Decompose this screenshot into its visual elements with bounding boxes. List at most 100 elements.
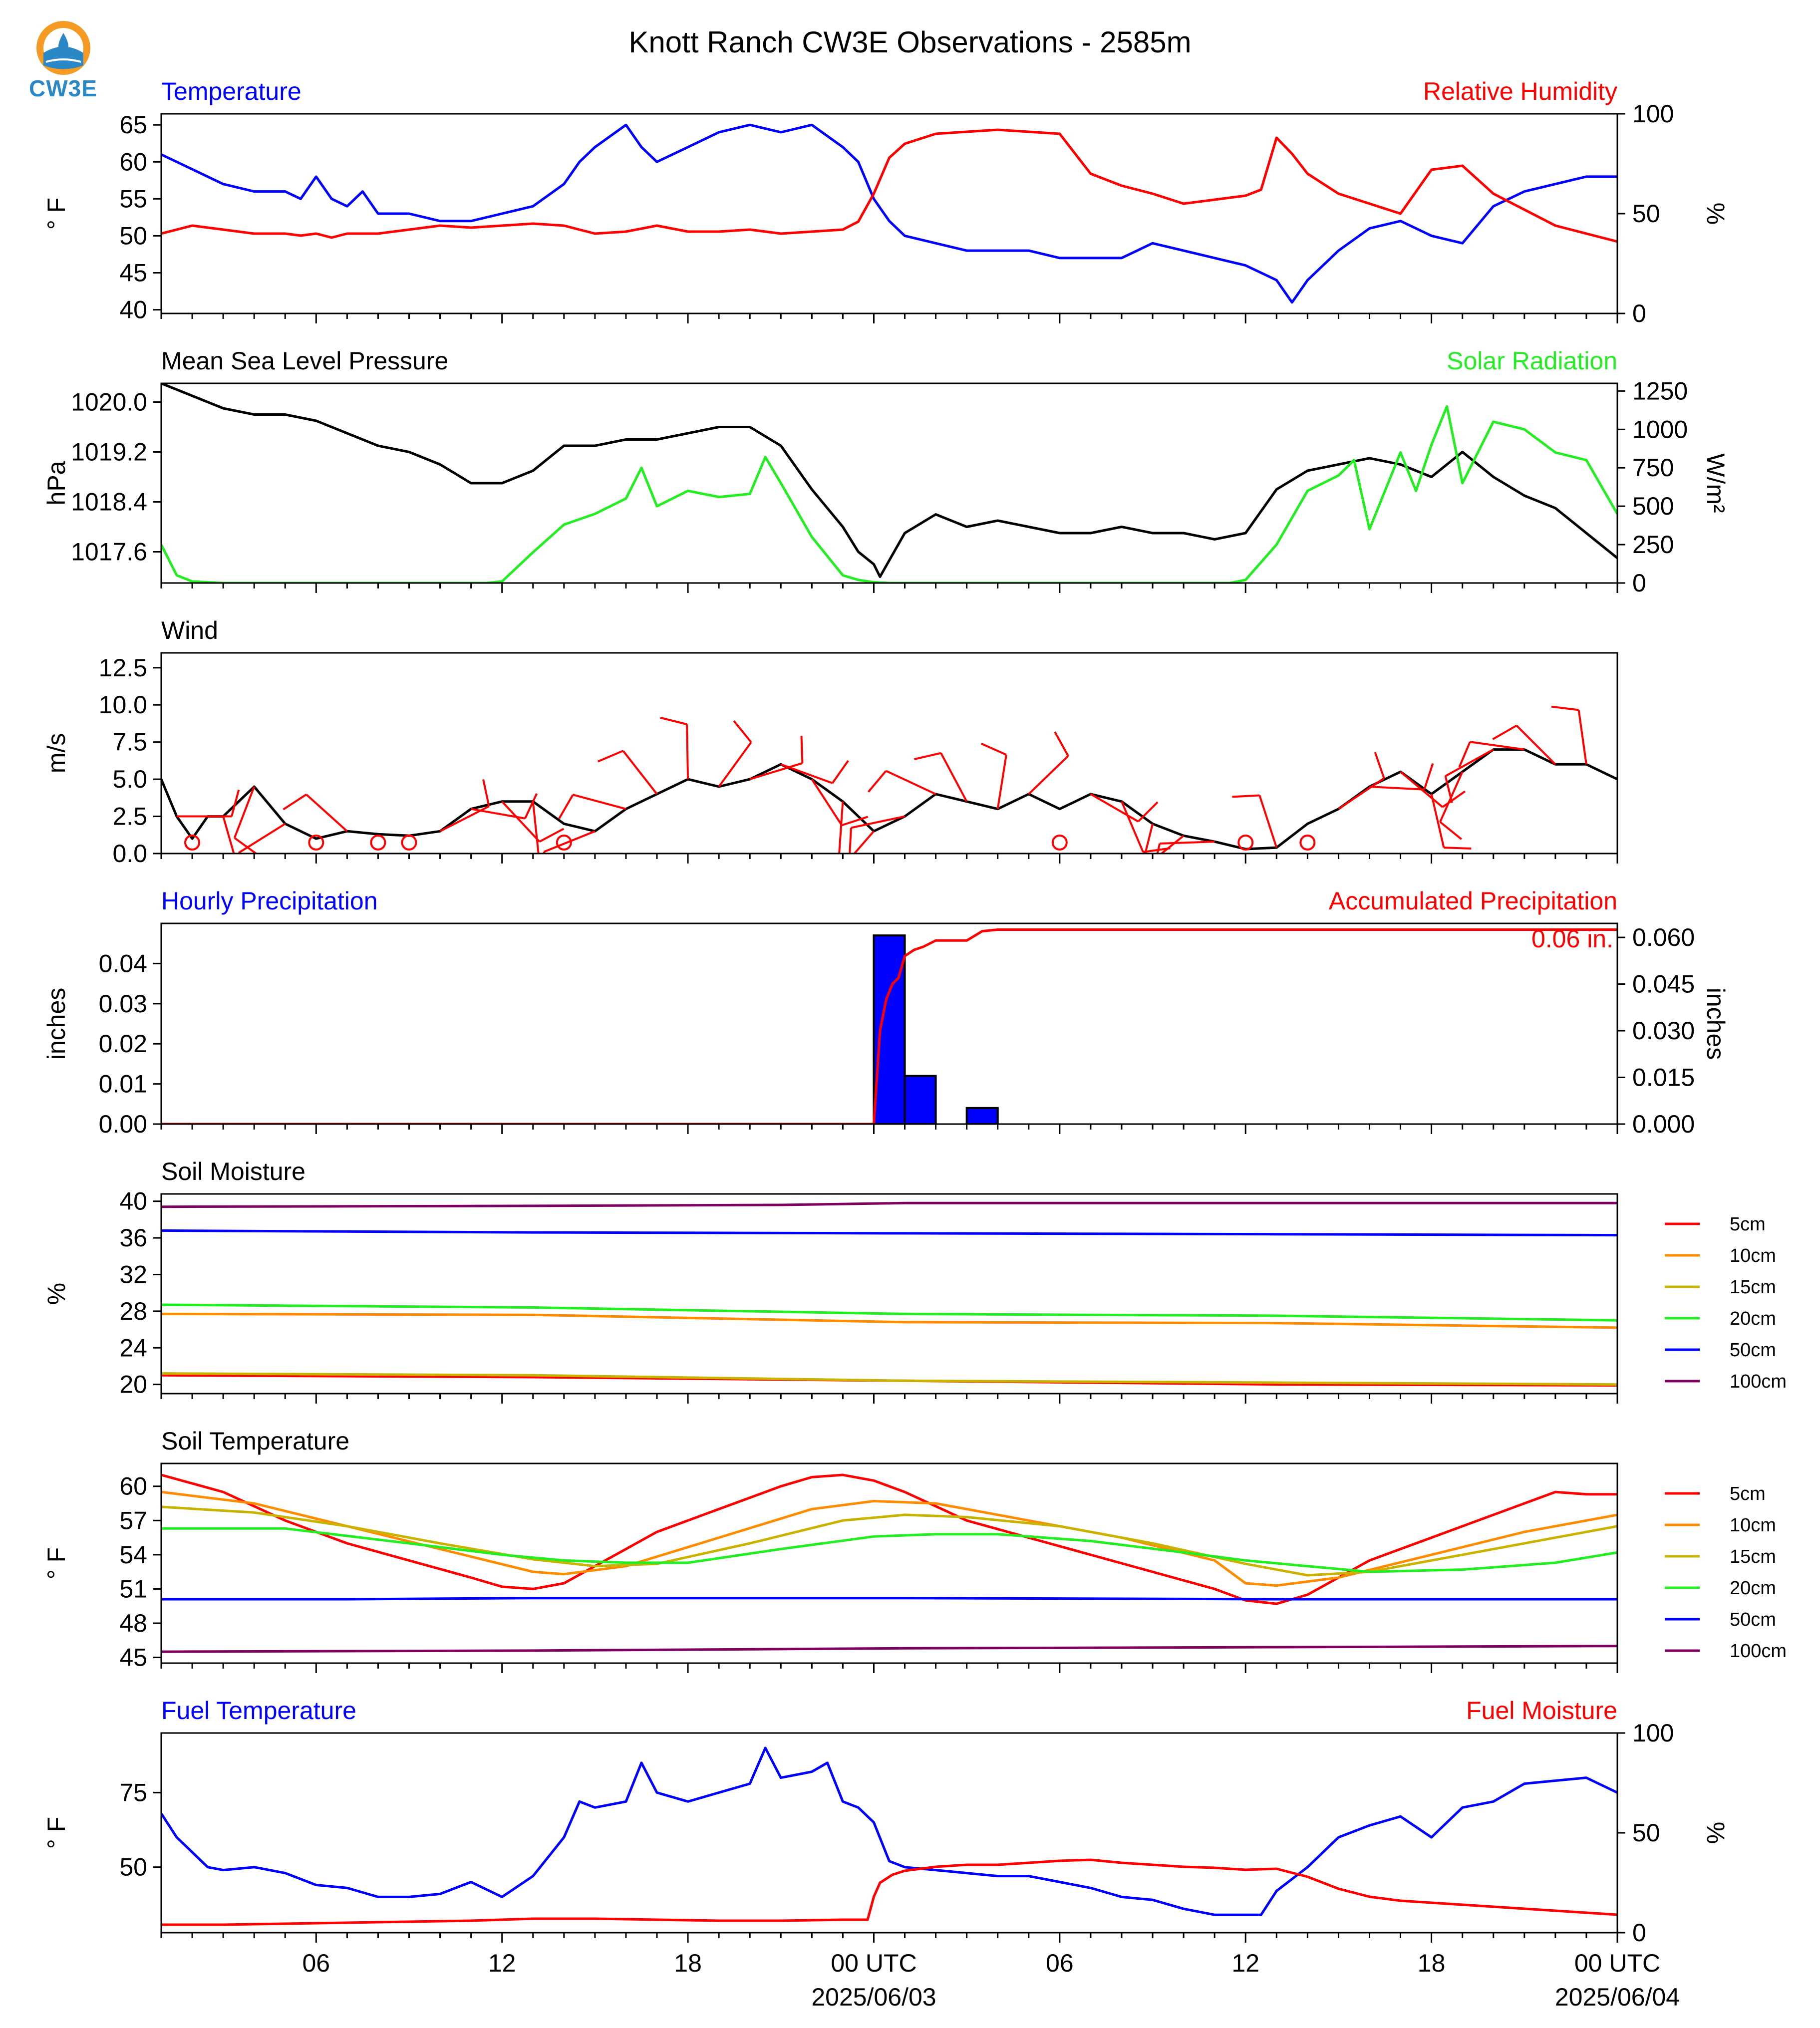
wind-barb-flag xyxy=(559,795,573,819)
y2-axis-label-precip: inches xyxy=(1702,988,1730,1060)
y2-tick-label: 500 xyxy=(1632,492,1674,520)
y-tick-label: 36 xyxy=(119,1224,147,1252)
observations-chart: Knott Ranch CW3E Observations - 2585m Te… xyxy=(0,0,1820,2028)
calm-ring xyxy=(1238,836,1252,850)
series-fuel-temperature xyxy=(161,1748,1617,1915)
panel-soil_temperature: Soil Temperature° F454851545760 5cm10cm15… xyxy=(42,1427,1787,1673)
wind-barb-flag xyxy=(660,718,687,724)
data-soil_temperature xyxy=(161,1475,1617,1652)
precip-bar xyxy=(874,935,905,1124)
wind-barb-staff xyxy=(1259,795,1276,848)
wind-barb-flag xyxy=(1443,791,1465,807)
panel-title-fuel: Fuel Temperature xyxy=(161,1697,356,1725)
y2-tick-label: 0.045 xyxy=(1632,970,1695,998)
y-tick-label: 40 xyxy=(119,296,147,324)
panel-wind: Wind m/s 0.0 2.5 5.0 7.5 10.0 12.5 xyxy=(42,616,1617,895)
wind-barb-staff xyxy=(533,802,539,856)
panel-title-pressure: Mean Sea Level Pressure xyxy=(161,347,448,375)
y-tick-label: 7.5 xyxy=(112,728,147,756)
wind-barb-flag xyxy=(483,780,489,807)
y-axis-label-fuel: ° F xyxy=(42,1817,70,1849)
legend-label: 50cm xyxy=(1730,1609,1776,1630)
legend-label: 5cm xyxy=(1730,1483,1766,1504)
wind-barb-flag xyxy=(850,828,851,855)
panel-title-soil_moisture: Soil Moisture xyxy=(161,1158,305,1185)
x-tick-label: 06 xyxy=(1046,1949,1074,1977)
series-15cm xyxy=(161,1374,1617,1385)
wind-barb-flag xyxy=(284,795,306,810)
y2-axis-label-temperature: % xyxy=(1702,203,1730,225)
wind-barb-flag xyxy=(1424,763,1433,789)
series-mean-sea-level-pressure xyxy=(161,383,1617,577)
panel-right-title-fuel: Fuel Moisture xyxy=(1466,1697,1617,1725)
legend-label: 20cm xyxy=(1730,1578,1776,1599)
y-tick-label: 2.5 xyxy=(112,803,147,831)
wind-barb-staff xyxy=(886,771,936,794)
y-axis-label-soil_temperature: ° F xyxy=(42,1547,70,1579)
panel-frame xyxy=(161,1733,1617,1933)
x-tick-label: 18 xyxy=(1418,1949,1446,1977)
wind-barb-staff xyxy=(306,795,347,832)
panel-right-title-temperature: Relative Humidity xyxy=(1423,77,1617,105)
y-tick-label: 20 xyxy=(119,1371,147,1399)
panel-frame xyxy=(161,383,1617,583)
series-fuel-moisture xyxy=(161,1860,1617,1925)
series-100cm xyxy=(161,1203,1617,1206)
data-fuel xyxy=(161,1748,1617,1925)
wind-barb-staff xyxy=(781,764,832,783)
series-20cm xyxy=(161,1305,1617,1320)
wind-barb-flag xyxy=(833,761,849,783)
wind-barb-flag xyxy=(1055,732,1068,756)
legend-label: 20cm xyxy=(1730,1308,1776,1329)
legend-label: 5cm xyxy=(1730,1214,1766,1235)
panel-title-soil_temperature: Soil Temperature xyxy=(161,1427,349,1455)
data-wind xyxy=(161,707,1617,895)
y2-tick-label: 0.030 xyxy=(1632,1017,1695,1045)
y2-tick-label: 0.015 xyxy=(1632,1064,1695,1092)
calm-ring xyxy=(1300,836,1314,850)
y2-tick-label: 0 xyxy=(1632,299,1646,327)
wind-barb-staff xyxy=(1369,787,1424,790)
data-pressure xyxy=(161,383,1617,583)
y2-tick-label: 0.000 xyxy=(1632,1110,1695,1138)
x-tick-label: 00 UTC xyxy=(1574,1949,1660,1977)
wind-barb-flag xyxy=(869,771,886,792)
y-tick-label: 0.02 xyxy=(99,1030,147,1058)
y-axis-label-wind: m/s xyxy=(42,733,70,774)
data-soil_moisture xyxy=(161,1203,1617,1385)
x-tick-sublabel: 2025/06/04 xyxy=(1555,1983,1680,2011)
panels-layer: Temperature Relative Humidity° F %40455055… xyxy=(42,77,1787,1947)
y2-tick-label: 1250 xyxy=(1632,377,1688,405)
y-tick-label: 48 xyxy=(119,1609,147,1637)
y2-tick-label: 250 xyxy=(1632,531,1674,559)
wind-barb-flag xyxy=(1493,726,1517,740)
legend-label: 100cm xyxy=(1730,1371,1787,1392)
wind-barb-flag xyxy=(1444,848,1471,849)
wind-barb-staff xyxy=(1029,756,1068,794)
y-tick-label: 1020.0 xyxy=(71,388,147,416)
y-tick-label: 45 xyxy=(119,1644,147,1672)
x-axis: 06 12 18 00 UTC 2025/06/03 06 12 18 00 UTC 2025/0… xyxy=(303,1949,1680,2011)
wind-barb-staff xyxy=(573,795,626,809)
wind-barb-flag xyxy=(1440,822,1462,840)
y-tick-label: 0.00 xyxy=(99,1110,147,1138)
y-tick-label: 55 xyxy=(119,185,147,213)
wind-barb-flag xyxy=(1551,707,1579,710)
legend-label: 100cm xyxy=(1730,1641,1787,1662)
y-tick-label: 60 xyxy=(119,148,147,176)
precip-total-label: 0.06 in. xyxy=(1531,925,1613,953)
wind-barb-staff xyxy=(998,755,1006,809)
panel-pressure: Mean Sea Level Pressure Solar RadiationhP… xyxy=(42,347,1730,597)
legend-soil_temperature: 5cm 10cm 15cm 20cm 50cm 100cm xyxy=(1665,1483,1787,1662)
wind-barb-flag xyxy=(1139,877,1163,890)
y2-tick-label: 750 xyxy=(1632,454,1674,482)
x-tick-label: 00 UTC xyxy=(831,1949,916,1977)
wind-barb-flag xyxy=(1232,795,1259,797)
y-tick-label: 32 xyxy=(119,1260,147,1288)
y-tick-label: 12.5 xyxy=(99,654,147,682)
y-tick-label: 51 xyxy=(119,1575,147,1603)
series-relative-humidity xyxy=(161,130,1617,242)
wind-barb-staff xyxy=(1338,778,1384,809)
wind-barb-staff xyxy=(687,724,688,779)
data-temperature xyxy=(161,125,1617,302)
